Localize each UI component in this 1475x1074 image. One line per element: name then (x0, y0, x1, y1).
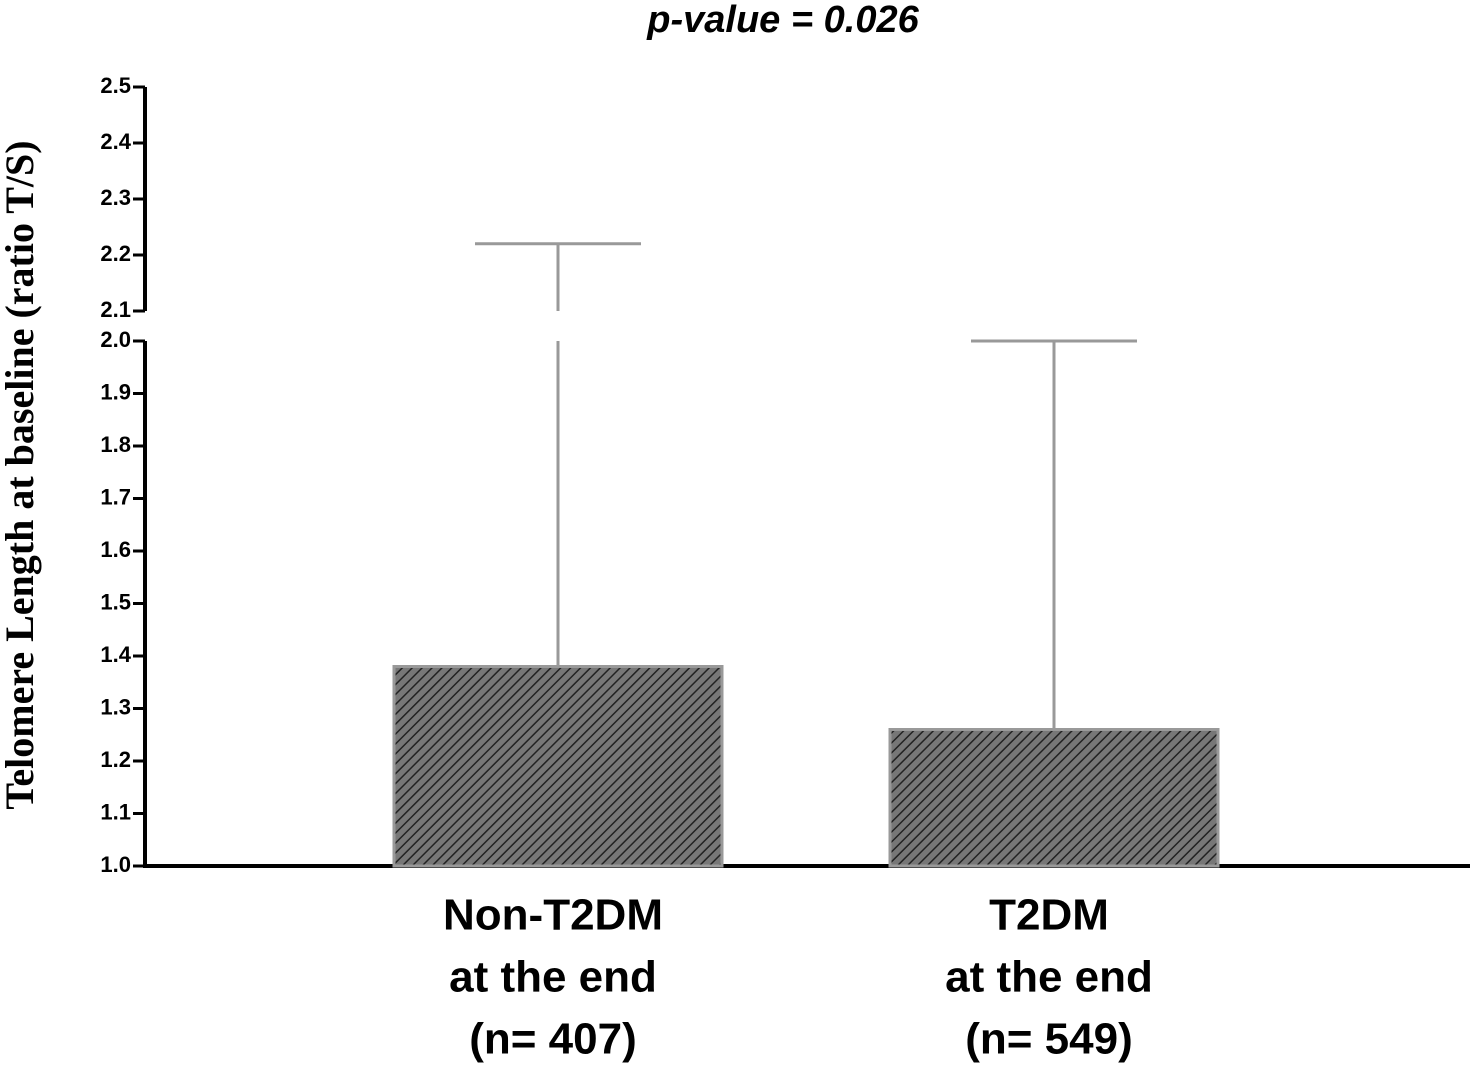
y-tick-label: 1.6 (100, 537, 131, 562)
y-tick-label: 1.0 (100, 852, 131, 877)
y-axis-label: Telomere Length at baseline (ratio T/S) (0, 140, 42, 809)
x-tick-label: (n= 549) (965, 1015, 1133, 1064)
y-tick-label: 1.4 (100, 642, 131, 667)
y-tick-label: 1.1 (100, 799, 131, 824)
y-tick-label: 1.9 (100, 379, 131, 404)
y-tick-label: 2.2 (100, 241, 131, 266)
y-tick-label: 1.8 (100, 432, 131, 457)
x-tick-label: T2DM (989, 891, 1109, 940)
y-tick-label: 2.0 (100, 327, 131, 352)
x-tick-label: at the end (449, 953, 657, 1002)
y-tick-label: 1.7 (100, 484, 131, 509)
y-tick-label: 1.3 (100, 694, 131, 719)
bar (392, 665, 724, 868)
x-tick-label: (n= 407) (469, 1015, 637, 1064)
y-tick-label: 2.1 (100, 297, 131, 322)
y-tick-label: 2.4 (100, 129, 131, 154)
x-tick-label: Non-T2DM (443, 891, 663, 940)
bar (888, 728, 1220, 868)
x-tick-label: at the end (945, 953, 1153, 1002)
y-tick-label: 1.5 (100, 589, 131, 614)
y-tick-label: 2.3 (100, 185, 131, 210)
y-tick-label: 1.2 (100, 747, 131, 772)
chart-title: p-value = 0.026 (646, 0, 919, 41)
y-tick-label: 2.5 (100, 73, 131, 98)
